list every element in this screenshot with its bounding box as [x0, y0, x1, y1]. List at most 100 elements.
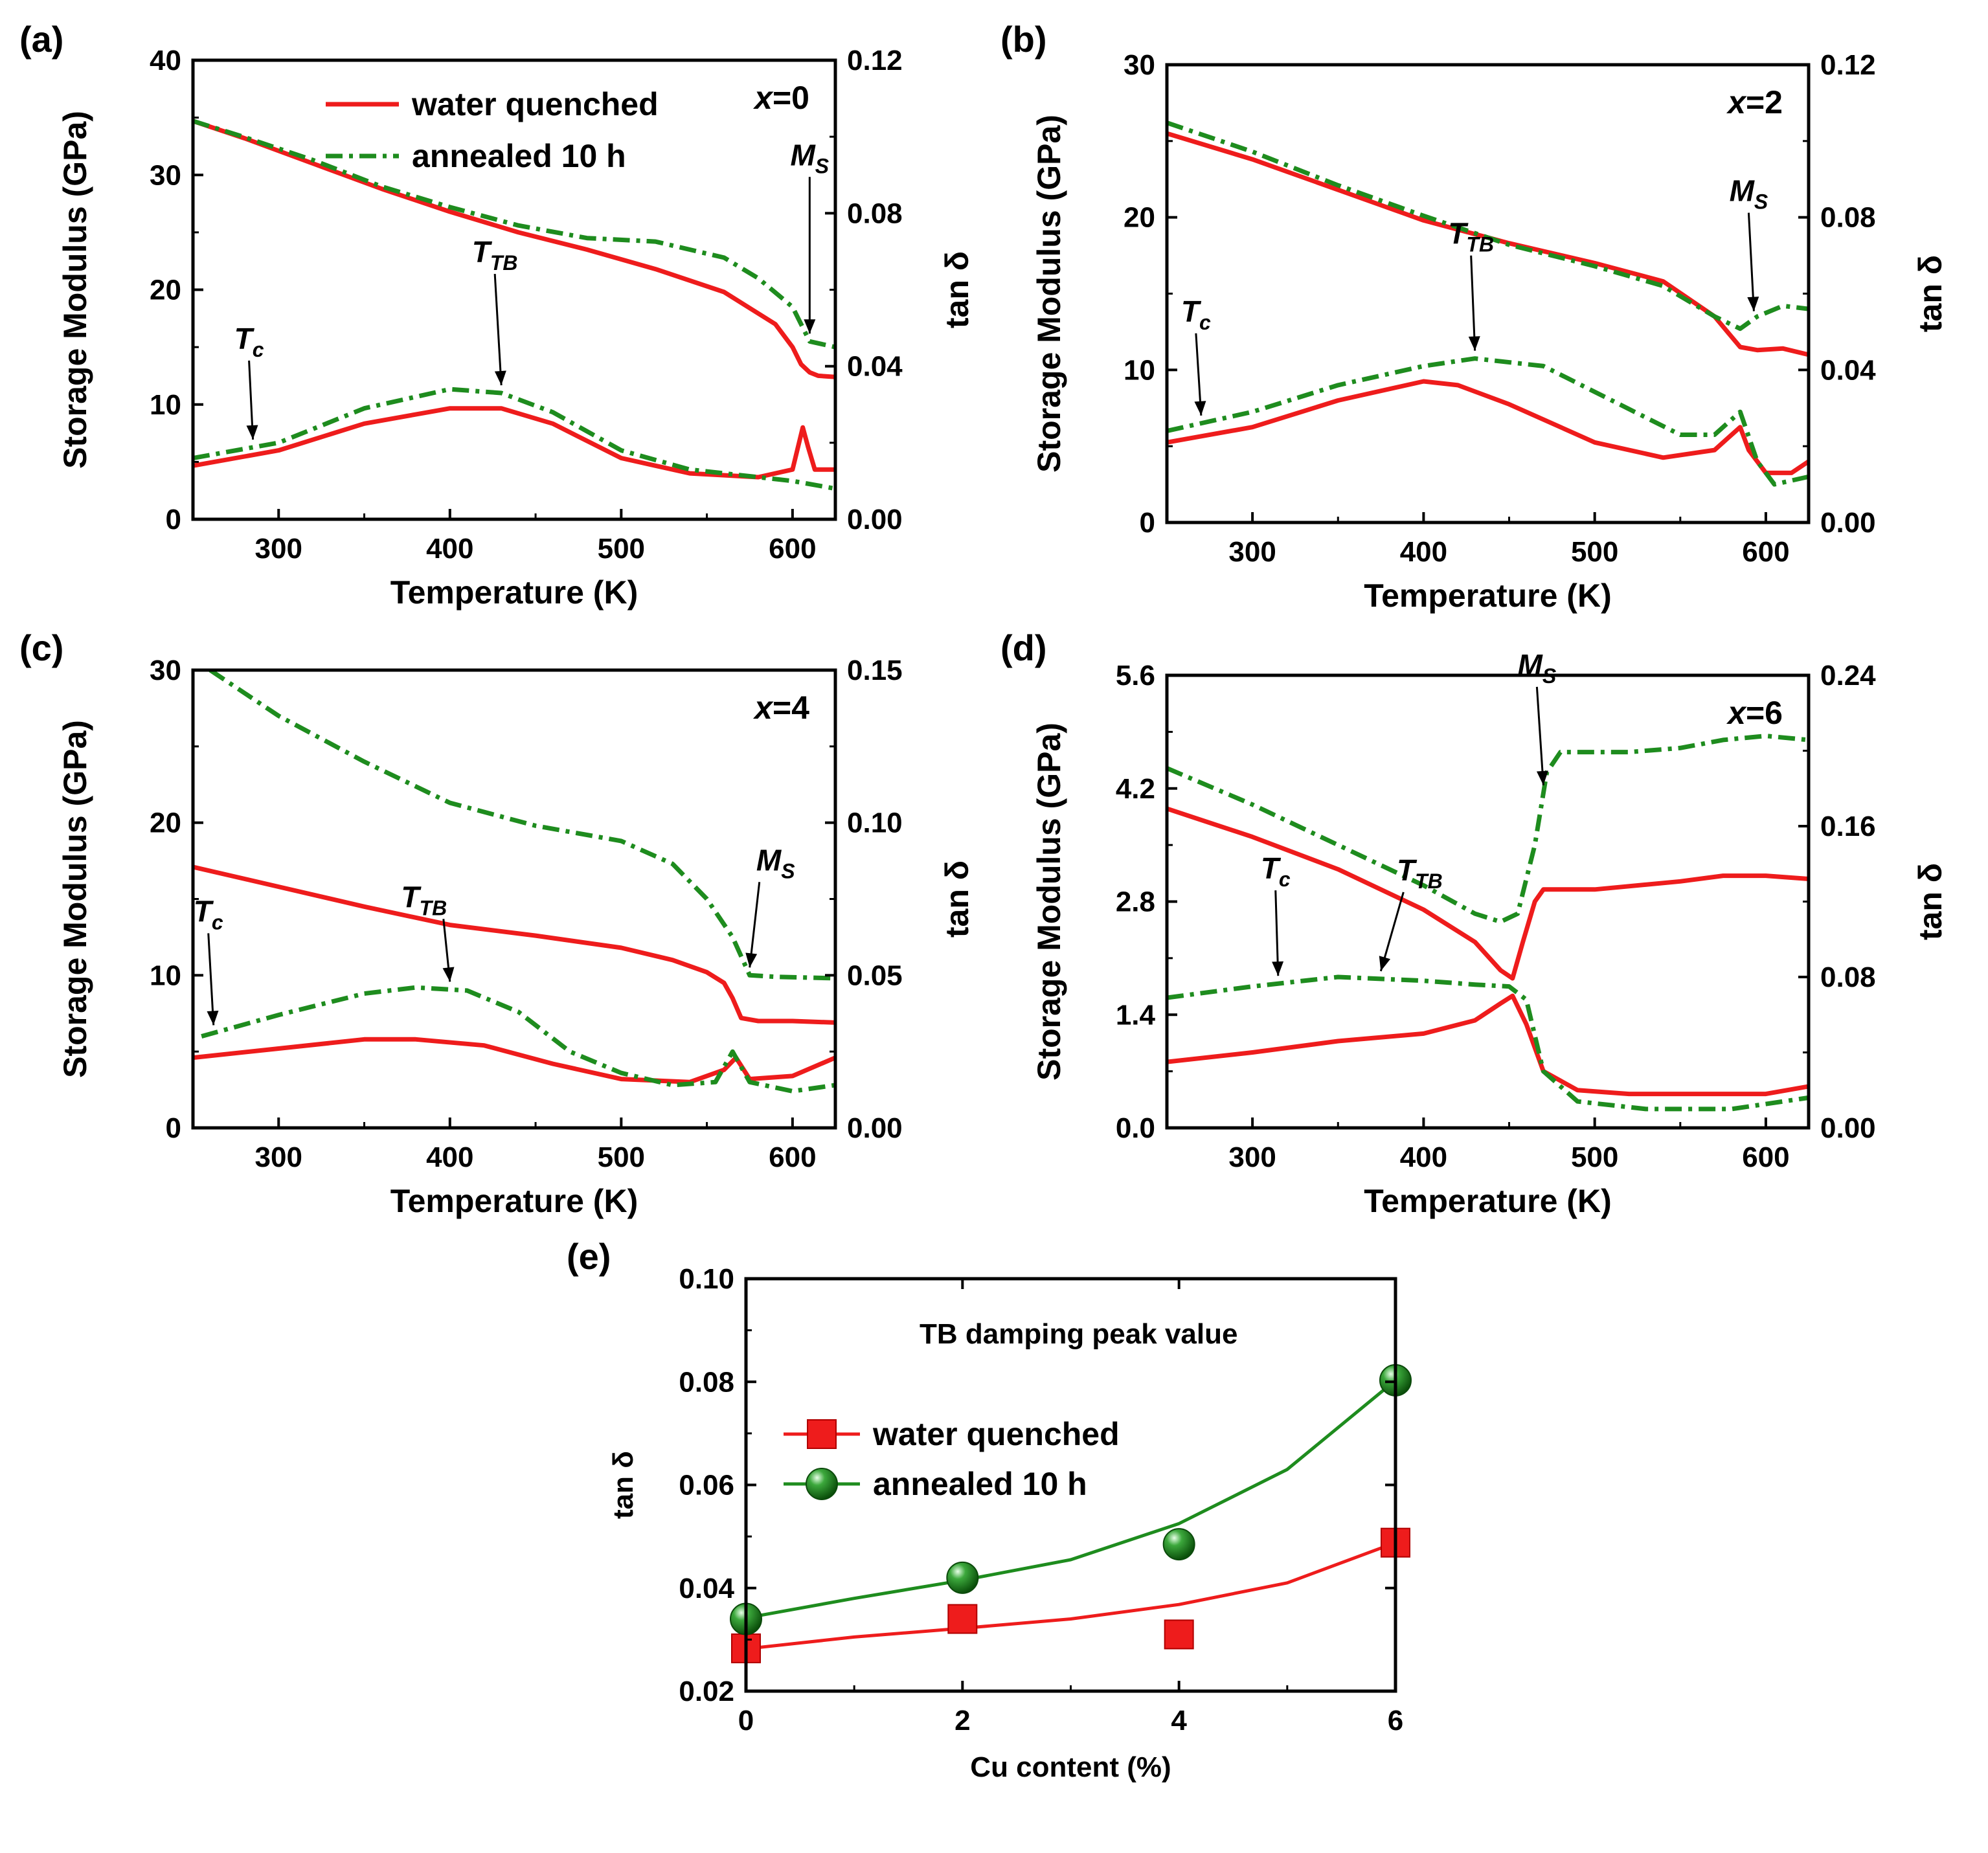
y-tick-label: 0.10 — [679, 1263, 734, 1295]
y-tick-label: 5.6 — [1116, 660, 1155, 691]
annotation-main: T — [234, 322, 255, 355]
y-tick-label: 4.2 — [1116, 773, 1155, 805]
legend-label-annealed: annealed 10 h — [873, 1466, 1087, 1502]
modulus-line-annealed — [209, 670, 835, 981]
y2-tick-label: 0.04 — [1820, 354, 1876, 386]
data-point-water-quenched — [947, 1604, 978, 1634]
y-tick-label: 10 — [1124, 354, 1155, 386]
annotation-arrow-shaft — [1274, 890, 1280, 976]
y2-axis-title: tan δ — [939, 860, 975, 938]
x-tick-label: 300 — [1228, 536, 1276, 568]
panel-label: (d) — [1000, 627, 1047, 668]
annotation-arrow — [1747, 212, 1759, 311]
tan-delta-line-annealed — [201, 985, 835, 1094]
x-axis-title: Temperature (K) — [390, 574, 638, 611]
y-axis-title: tan δ — [607, 1451, 639, 1519]
annotation-arrow-head — [1379, 956, 1391, 971]
y-tick-label: 0.06 — [679, 1470, 734, 1501]
annotation-arrow-shaft — [207, 933, 215, 1026]
composition-label: x=2 — [1726, 84, 1783, 120]
annotation-arrow-shaft — [1470, 255, 1476, 351]
annotation-sub: c — [212, 910, 223, 934]
annotation-main: T — [1448, 217, 1469, 251]
annotation-sub: S — [1542, 664, 1557, 688]
annotation-label: MS — [756, 843, 795, 882]
composition-variable: x — [1726, 84, 1747, 120]
x-tick-label: 600 — [769, 533, 816, 565]
annotation-sub: TB — [490, 251, 518, 275]
annotation-arrow — [493, 273, 506, 386]
series-group — [1167, 120, 1809, 487]
annotation-arrow — [1194, 333, 1206, 416]
x-tick-label: 400 — [1400, 1141, 1447, 1173]
annotation-label: TTB — [1448, 217, 1494, 256]
x-tick-label: 6 — [1388, 1705, 1403, 1736]
annotation-main: T — [1261, 851, 1282, 885]
composition-variable: x — [752, 80, 774, 116]
annotation-arrow-shaft — [749, 882, 761, 968]
legend-marker-water-quenched — [807, 1419, 837, 1449]
y2-tick-label: 0.16 — [1820, 811, 1876, 842]
annotation-arrow — [1468, 255, 1480, 351]
x-axis-title: Temperature (K) — [1364, 1183, 1611, 1219]
annotation-main: T — [1181, 295, 1202, 328]
annotation-arrow-head — [1272, 961, 1284, 976]
legend-label-water-quenched: water quenched — [411, 86, 659, 122]
annotation-main: T — [1397, 853, 1418, 887]
annotation-label: MS — [1730, 174, 1768, 214]
x-tick-label: 400 — [426, 1141, 473, 1173]
y2-tick-label: 0.10 — [847, 807, 903, 839]
plot-frame — [191, 58, 837, 521]
y-tick-label: 0 — [166, 1112, 181, 1144]
panel-label: (a) — [19, 19, 63, 60]
y-tick-label: 0.04 — [679, 1573, 734, 1604]
annotation-sub: TB — [420, 896, 447, 919]
fit-curve-annealed — [745, 1378, 1397, 1620]
legend: water quenched annealed 10 h — [326, 86, 659, 174]
x-tick-label: 0 — [738, 1705, 754, 1736]
plot-frame — [1165, 63, 1811, 524]
annotation-main: T — [401, 880, 422, 914]
annotation-arrow — [246, 360, 258, 440]
annotation-arrow-head — [745, 952, 758, 968]
x-tick-label: 400 — [426, 533, 473, 565]
annotation-label: TTB — [401, 880, 447, 919]
tan-delta-line-water-quenched — [193, 1037, 835, 1084]
panel-label: (b) — [1000, 19, 1047, 60]
annotation-t-tb: TTB — [1379, 853, 1443, 972]
annotation-arrow-head — [442, 967, 455, 982]
y2-tick-label: 0.00 — [1820, 507, 1876, 539]
modulus-line-water-quenched — [193, 864, 835, 1025]
composition-label: x=4 — [752, 690, 809, 726]
composition-value: =2 — [1746, 84, 1783, 120]
y-tick-label: 10 — [150, 960, 181, 991]
annotation-label: Tc — [1261, 851, 1291, 891]
annotation-t-c: Tc — [1181, 295, 1211, 416]
annotation-arrow — [442, 919, 455, 982]
annotation-t-c: Tc — [1261, 851, 1291, 976]
panel-label: (c) — [19, 627, 63, 668]
annotation-m-s: MS — [745, 843, 795, 968]
series-group — [193, 118, 835, 491]
annotation-sub: S — [815, 154, 830, 177]
y2-tick-label: 0.08 — [1820, 961, 1876, 993]
y2-tick-label: 0.08 — [847, 197, 903, 229]
annotation-arrow-head — [1747, 297, 1759, 311]
composition-value: =4 — [773, 690, 809, 726]
tan-delta-line-annealed — [1167, 974, 1809, 1112]
y-tick-label: 0 — [166, 504, 181, 535]
y-tick-label: 0.08 — [679, 1366, 734, 1398]
y-tick-label: 1.4 — [1116, 999, 1156, 1031]
annotation-main: M — [756, 843, 782, 877]
modulus-line-water-quenched — [193, 118, 835, 379]
annotation-t-c: Tc — [234, 322, 264, 440]
tan-delta-line-annealed — [1167, 356, 1809, 487]
y2-tick-label: 0.12 — [847, 45, 903, 76]
annotation-arrow-head — [246, 425, 258, 440]
annotation-arrow — [1535, 686, 1548, 785]
y-tick-label: 40 — [150, 45, 181, 76]
modulus-line-annealed — [1167, 734, 1809, 925]
modulus-line-annealed — [193, 118, 835, 350]
annotation-arrow — [804, 177, 816, 334]
